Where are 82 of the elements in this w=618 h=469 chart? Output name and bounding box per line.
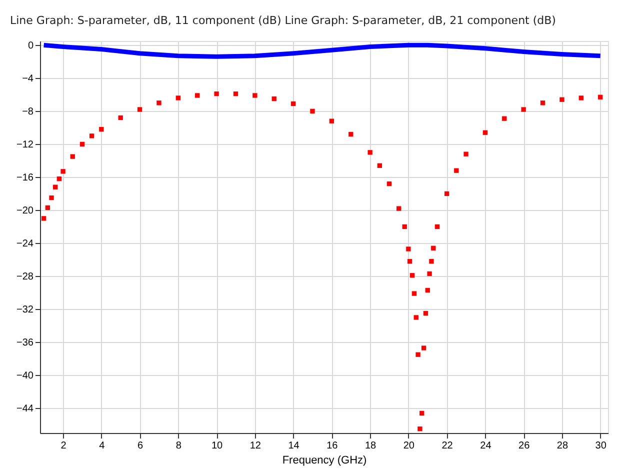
point (482, 130, 488, 135)
point (99, 126, 104, 132)
y-tick-label: −28 (16, 272, 34, 283)
x-tick-label: 8 (176, 440, 182, 452)
y-tick-label: −4 (22, 74, 34, 85)
point (348, 132, 354, 137)
point (578, 96, 584, 100)
x-tick-label: 10 (211, 440, 224, 452)
point (421, 346, 426, 350)
point (431, 246, 436, 250)
y-tick-label: −16 (16, 172, 34, 184)
point (560, 97, 564, 102)
point (521, 107, 526, 112)
point (406, 246, 411, 252)
x-tick-label: 6 (138, 440, 144, 452)
point (290, 101, 296, 106)
y-tick-label: −12 (16, 140, 34, 151)
point (214, 91, 219, 96)
y-tick-label: 0 (28, 40, 34, 52)
point (386, 181, 392, 186)
point (70, 154, 75, 159)
x-tick-label: 14 (288, 440, 300, 452)
point (402, 224, 407, 230)
point (272, 96, 276, 102)
point (137, 107, 142, 112)
point (118, 115, 123, 120)
point (233, 91, 238, 96)
x-tick-label: 22 (442, 440, 454, 452)
y-tick-label: −40 (16, 370, 34, 382)
point (195, 93, 200, 98)
point (80, 142, 85, 147)
point (540, 100, 546, 106)
x-axis-title: Frequency (GHz) (282, 454, 367, 466)
point (41, 216, 46, 221)
point (414, 315, 418, 320)
point (420, 410, 424, 416)
x-tick-label: 30 (595, 440, 607, 452)
y-tick-label: −24 (16, 238, 34, 250)
point (416, 352, 420, 357)
point (454, 168, 459, 173)
x-tick-label: 26 (518, 440, 530, 452)
point (429, 259, 434, 264)
point (89, 134, 94, 138)
point (427, 271, 432, 276)
point (598, 94, 603, 100)
y-tick-label: −20 (16, 206, 34, 217)
point (53, 184, 58, 190)
point (425, 288, 430, 293)
x-tick-label: 20 (403, 440, 415, 452)
x-tick-label: 16 (326, 440, 338, 452)
x-tick-label: 28 (556, 440, 568, 452)
point (45, 205, 50, 210)
point (418, 426, 422, 432)
point (410, 273, 415, 278)
x-tick-label: 24 (480, 440, 492, 452)
point (329, 118, 334, 124)
point (464, 152, 468, 156)
point (176, 96, 181, 100)
point (396, 206, 402, 211)
point (412, 291, 417, 296)
point (252, 93, 258, 98)
y-tick-label: −8 (22, 106, 34, 118)
x-tick-label: 4 (99, 440, 106, 452)
x-tick-label: 2 (60, 440, 67, 452)
chart-title: Line Graph: S-parameter, dB, 11 component (dB) Line Graph: S-parameter, dB, 21 component (dB) (10, 14, 556, 28)
point (49, 195, 54, 200)
x-tick-label: 12 (250, 440, 262, 452)
point (368, 150, 372, 155)
point (56, 176, 62, 182)
point (434, 224, 440, 230)
point (423, 310, 428, 316)
point (310, 108, 315, 114)
x-tick-label: 18 (364, 440, 377, 452)
point (377, 163, 382, 168)
point (156, 100, 162, 106)
y-tick-label: −32 (16, 304, 34, 316)
point (502, 116, 507, 121)
point (60, 169, 66, 174)
point (444, 191, 450, 196)
y-tick-label: −36 (16, 338, 34, 349)
point (407, 259, 412, 264)
y-tick-label: −44 (16, 404, 34, 415)
